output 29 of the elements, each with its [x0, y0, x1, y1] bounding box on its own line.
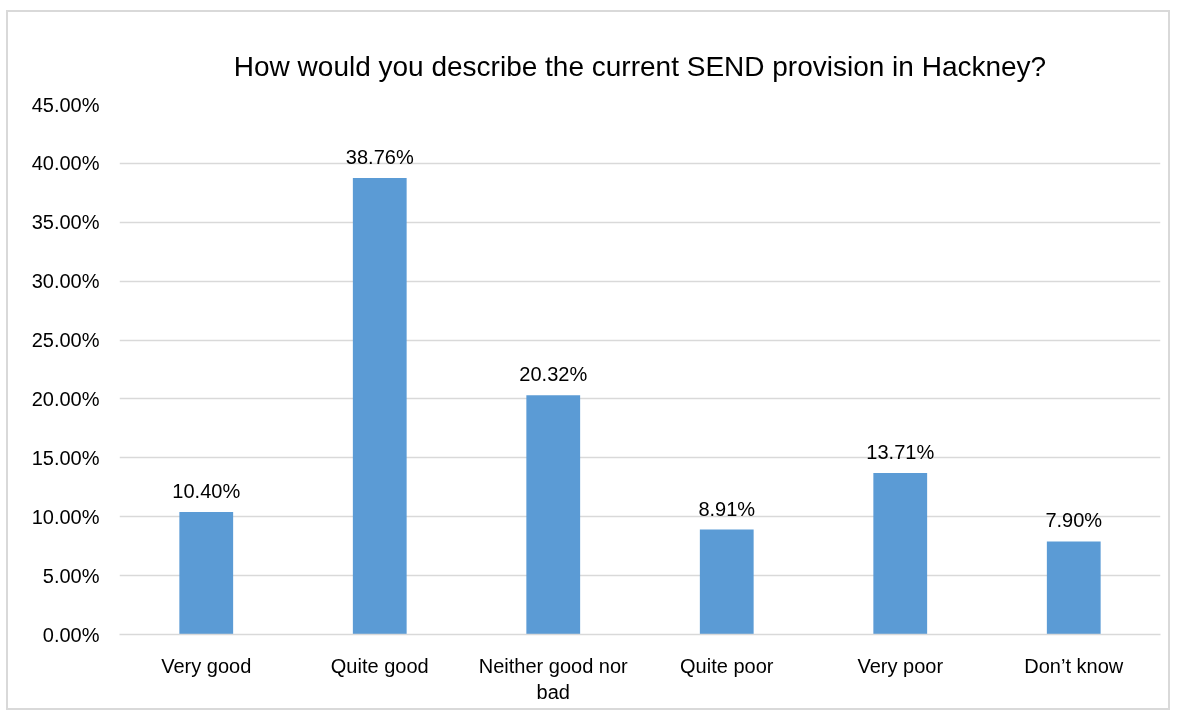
- y-tick-label: 5.00%: [42, 564, 100, 587]
- data-label: 10.40%: [172, 480, 241, 503]
- data-label: 13.71%: [866, 441, 935, 464]
- x-tick-label: Very good: [161, 654, 252, 677]
- y-tick-label: 20.00%: [31, 387, 100, 410]
- x-tick-label: Don’t know: [1024, 654, 1124, 677]
- y-tick-label: 10.00%: [31, 505, 100, 528]
- y-tick-label: 15.00%: [31, 446, 100, 469]
- data-label: 7.90%: [1045, 509, 1103, 532]
- x-tick-label: Very poor: [857, 654, 944, 677]
- bar: [1046, 541, 1101, 635]
- bar: [352, 177, 407, 635]
- chart-title: How would you describe the current SEND provision in Hackney?: [233, 50, 1047, 82]
- y-tick-label: 45.00%: [31, 93, 100, 116]
- y-tick-label: 40.00%: [31, 152, 100, 175]
- x-tick-label: Quite poor: [680, 654, 774, 677]
- x-tick-label: Quite good: [330, 654, 429, 677]
- x-tick-label: Neither good nor bad: [478, 654, 629, 703]
- y-tick-label: 35.00%: [31, 211, 100, 234]
- data-label: 38.76%: [345, 145, 414, 168]
- bar: [873, 473, 928, 635]
- data-label: 20.32%: [519, 363, 588, 386]
- bar: [526, 395, 581, 635]
- y-tick-label: 25.00%: [31, 329, 100, 352]
- data-label: 8.91%: [698, 497, 756, 520]
- y-tick-label: 0.00%: [42, 623, 100, 646]
- y-tick-label: 30.00%: [31, 270, 100, 293]
- bar: [699, 529, 754, 635]
- bar: [179, 512, 234, 635]
